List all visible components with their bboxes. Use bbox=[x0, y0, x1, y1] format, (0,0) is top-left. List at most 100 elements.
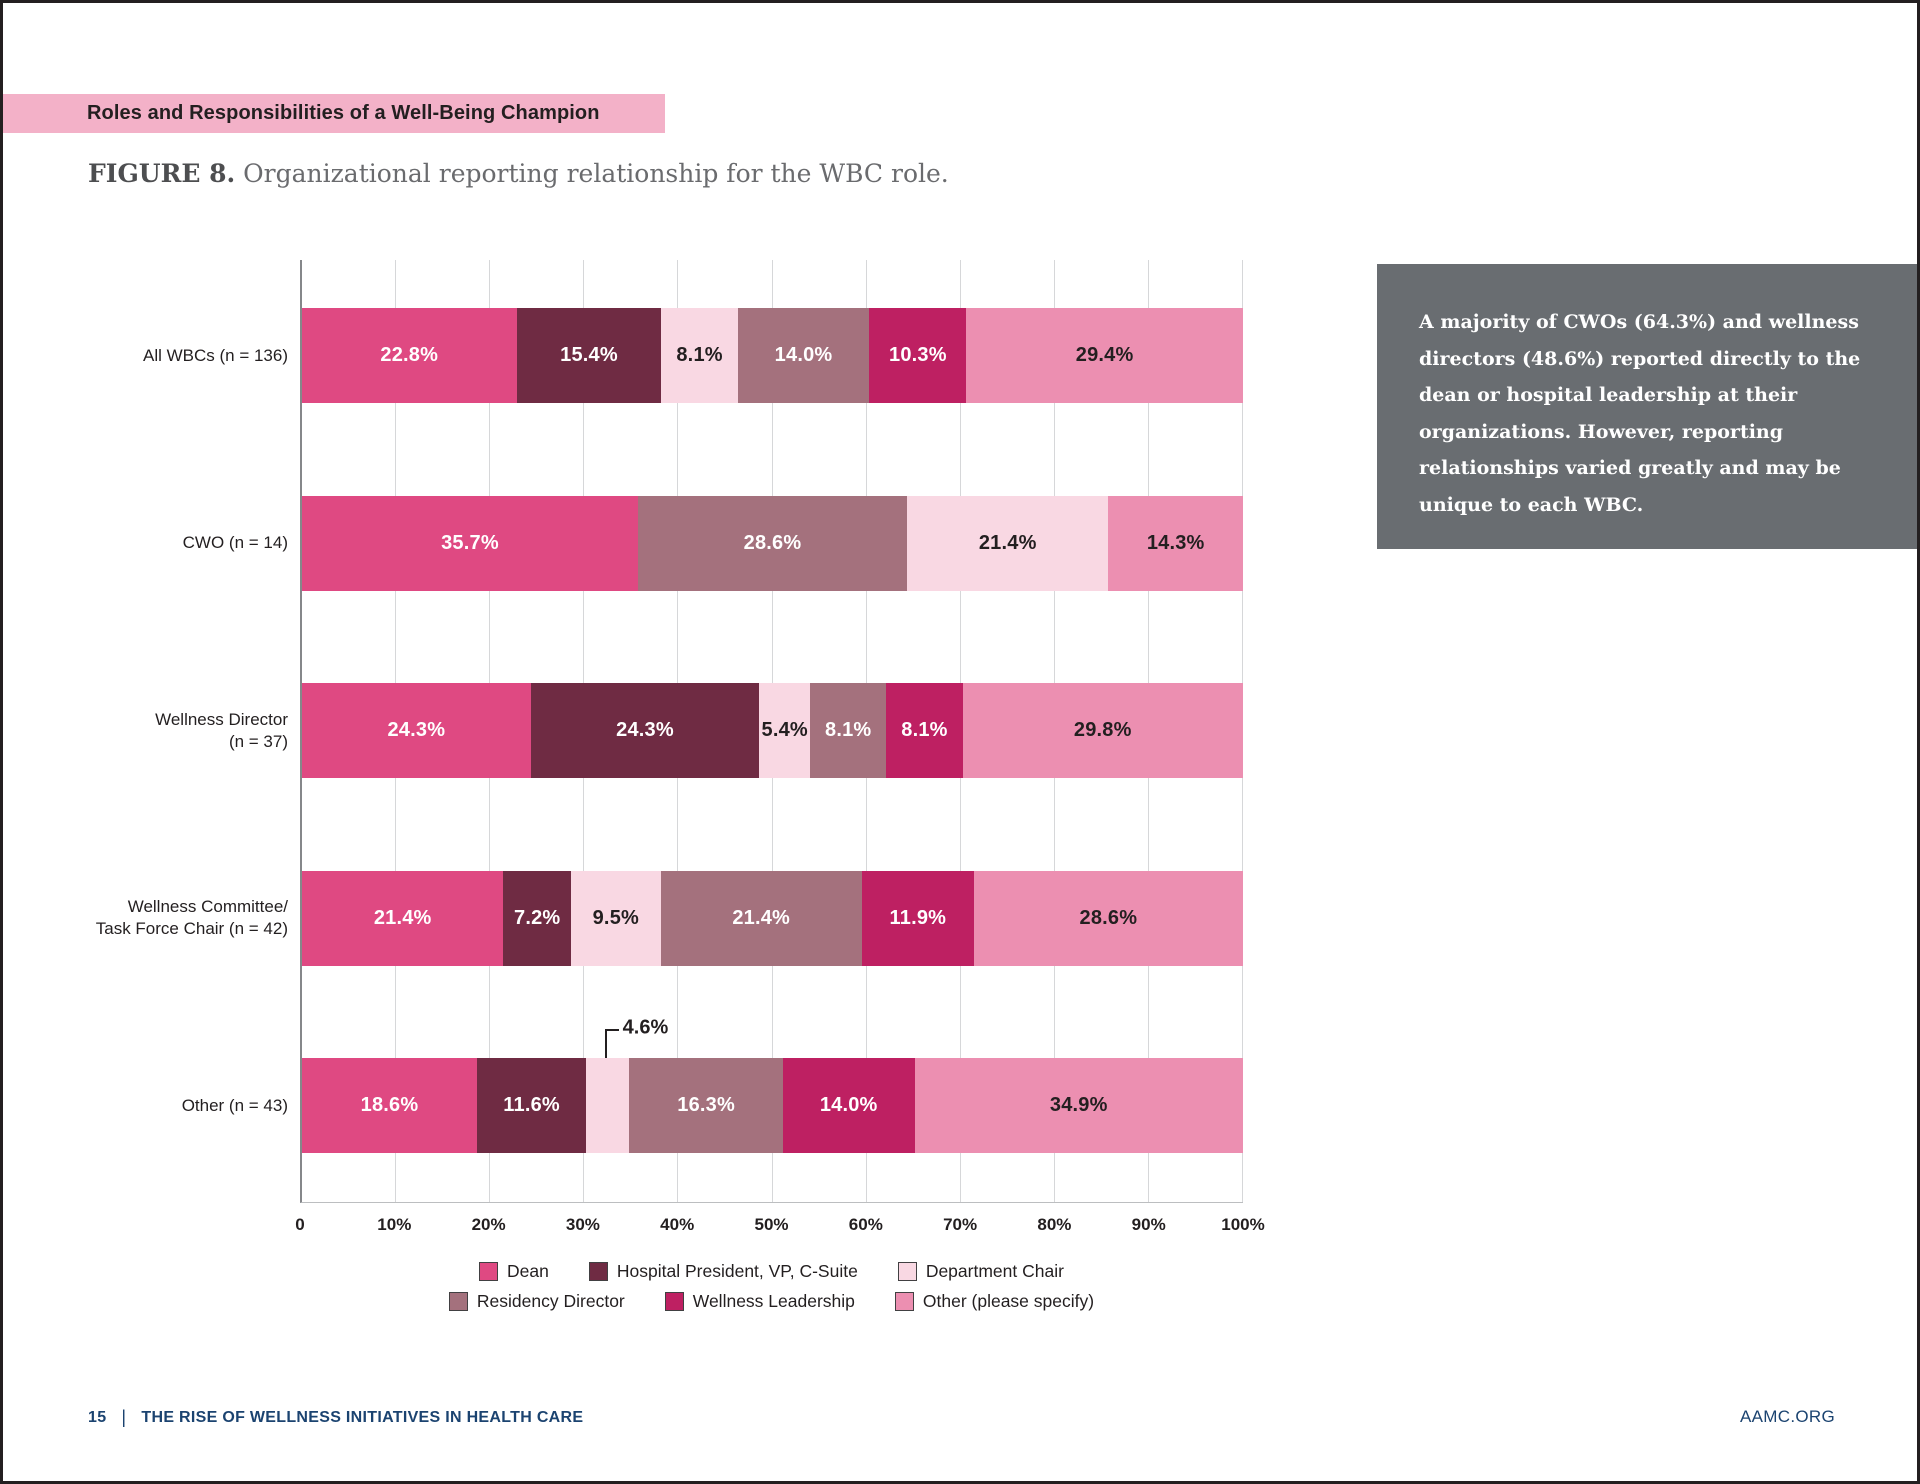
bar-segment: 28.6% bbox=[637, 495, 908, 591]
legend-item: Department Chair bbox=[897, 1261, 1064, 1282]
bar-segment: 9.5% bbox=[571, 870, 661, 966]
bar-segment: 22.8% bbox=[302, 308, 517, 403]
callout-note-box: A majority of CWOs (64.3%) and wellness … bbox=[1377, 264, 1917, 549]
segment-value-label: 15.4% bbox=[560, 344, 618, 366]
bar-segment: 29.8% bbox=[962, 683, 1243, 778]
bar-segment: 34.9% bbox=[914, 1058, 1243, 1153]
legend-label: Hospital President, VP, C-Suite bbox=[616, 1261, 858, 1281]
segment-value-label: 14.3% bbox=[1146, 531, 1205, 554]
segment-value-label: 35.7% bbox=[441, 531, 499, 554]
legend-item: Dean bbox=[479, 1261, 549, 1282]
page-number: 15 bbox=[88, 1408, 107, 1426]
bar-segment: 18.6% bbox=[302, 1058, 478, 1153]
legend-swatch bbox=[897, 1262, 917, 1281]
x-tick-label: 50% bbox=[754, 1215, 789, 1234]
figure-number-label: FIGURE 8. bbox=[88, 159, 236, 188]
legend-item: Residency Director bbox=[448, 1291, 625, 1312]
legend-row: Dean Hospital President, VP, C-Suite Depar… bbox=[250, 1261, 1293, 1282]
bar-segment: 7.2% bbox=[503, 870, 572, 966]
segment-value-label: 11.9% bbox=[889, 906, 947, 929]
bar-row-4: Other (n = 43) 18.6% 11.6% 16.3% 14.0% 34.9% bbox=[182, 1058, 1243, 1153]
segment-value-label: 14.0% bbox=[819, 1094, 878, 1116]
bar-segment: 24.3% bbox=[302, 683, 531, 778]
chart-legend: Dean Hospital President, VP, C-Suite Depar… bbox=[250, 1261, 1293, 1321]
legend-label: Dean bbox=[507, 1261, 549, 1281]
section-banner: Roles and Responsibilities of a Well-Bei… bbox=[3, 94, 665, 133]
bar-segment: 21.4% bbox=[302, 870, 504, 966]
segment-value-label: 7.2% bbox=[514, 906, 561, 929]
segment-value-label: 24.3% bbox=[616, 719, 674, 741]
segment-value-label: 8.1% bbox=[825, 719, 872, 741]
x-tick-label: 70% bbox=[943, 1215, 978, 1234]
bar-segment bbox=[586, 1058, 630, 1153]
legend-row: Residency Director Wellness Leadership Oth… bbox=[250, 1291, 1293, 1312]
legend-swatch bbox=[588, 1262, 608, 1281]
bar-segment: 14.0% bbox=[782, 1058, 915, 1153]
callout-bracket-line bbox=[604, 1029, 619, 1058]
bar-row-0: All WBCs (n = 136) 22.8% 15.4% 8.1% 14.0% 10.… bbox=[143, 308, 1243, 403]
segment-value-label: 9.5% bbox=[592, 906, 639, 929]
segment-value-label: 21.4% bbox=[732, 906, 791, 929]
legend-item: Hospital President, VP, C-Suite bbox=[588, 1261, 858, 1282]
plot-area: All WBCs (n = 136) 22.8% 15.4% 8.1% 14.0% 10.… bbox=[96, 260, 1243, 1203]
bar-segment: 29.4% bbox=[966, 308, 1243, 403]
segment-value-label: 16.3% bbox=[677, 1094, 735, 1116]
bar-segment: 21.4% bbox=[907, 495, 1109, 591]
bar-segment: 8.1% bbox=[661, 308, 738, 403]
x-tick-label: 100% bbox=[1221, 1215, 1265, 1234]
bar-segment: 24.3% bbox=[530, 683, 760, 778]
bar-segment: 10.3% bbox=[869, 308, 967, 403]
segment-value-label: 28.6% bbox=[1079, 906, 1138, 929]
legend-swatch bbox=[448, 1292, 468, 1311]
bar-segment: 5.4% bbox=[759, 683, 811, 778]
footer-left: 15 | THE RISE OF WELLNESS INITIATIVES IN… bbox=[88, 1407, 583, 1428]
segment-value-label: 18.6% bbox=[360, 1094, 419, 1116]
bar-segment: 8.1% bbox=[886, 683, 963, 778]
x-tick-label: 10% bbox=[377, 1215, 412, 1234]
callout-note-text: A majority of CWOs (64.3%) and wellness … bbox=[1419, 311, 1861, 516]
bar-segment: 11.6% bbox=[477, 1058, 587, 1153]
x-tick-label: 90% bbox=[1131, 1215, 1166, 1234]
figure-title: FIGURE 8. Organizational reporting relat… bbox=[88, 159, 949, 188]
segment-value-label: 11.6% bbox=[503, 1094, 560, 1116]
bar-row-2: Wellness Director (n = 37) 24.3% 24.3% 5.4%… bbox=[155, 683, 1243, 778]
bar-segment: 21.4% bbox=[660, 870, 862, 966]
legend-swatch bbox=[479, 1262, 499, 1281]
segment-value-label: 34.9% bbox=[1049, 1094, 1108, 1116]
bar-segment: 14.3% bbox=[1108, 495, 1243, 591]
bar-segment: 15.4% bbox=[516, 308, 662, 403]
bar-row-1: CWO (n = 14) 35.7% 28.6% 21.4% 14.3% bbox=[183, 495, 1243, 591]
footer-separator: | bbox=[121, 1407, 127, 1427]
segment-value-label: 29.8% bbox=[1073, 719, 1132, 741]
footer-website-link: AAMC.ORG bbox=[1740, 1407, 1835, 1426]
legend-label: Wellness Leadership bbox=[692, 1291, 855, 1311]
x-tick-label: 0 bbox=[295, 1215, 305, 1234]
segment-value-label: 21.4% bbox=[978, 531, 1037, 554]
segment-value-label: 21.4% bbox=[373, 906, 432, 929]
x-tick-label: 60% bbox=[848, 1215, 883, 1234]
callout-value-label: 4.6% bbox=[622, 1016, 669, 1039]
x-tick-label: 80% bbox=[1037, 1215, 1072, 1234]
x-tick-label: 20% bbox=[471, 1215, 506, 1234]
x-tick-label: 40% bbox=[660, 1215, 695, 1234]
section-banner-label: Roles and Responsibilities of a Well-Bei… bbox=[87, 102, 600, 124]
segment-value-label: 29.4% bbox=[1075, 344, 1134, 366]
legend-label: Residency Director bbox=[476, 1291, 625, 1311]
segment-value-label: 22.8% bbox=[380, 344, 439, 366]
legend-label: Department Chair bbox=[925, 1261, 1064, 1281]
legend-label: Other (please specify) bbox=[922, 1291, 1095, 1311]
segment-value-label: 24.3% bbox=[387, 719, 446, 741]
segment-value-label: 5.4% bbox=[761, 719, 808, 741]
segment-value-label: 10.3% bbox=[889, 344, 947, 366]
bar-segment: 11.9% bbox=[861, 870, 974, 966]
legend-swatch bbox=[664, 1292, 684, 1311]
bar-row-3: Wellness Committee/ Task Force Chair (n … bbox=[96, 870, 1243, 966]
segment-value-label: 8.1% bbox=[676, 344, 723, 366]
x-tick-label: 30% bbox=[565, 1215, 600, 1234]
row-label: Wellness Committee/ Task Force Chair (n … bbox=[95, 897, 288, 938]
bar-segment: 28.6% bbox=[973, 870, 1243, 966]
legend-item: Other (please specify) bbox=[894, 1291, 1095, 1312]
legend-swatch bbox=[894, 1292, 914, 1311]
bar-segment: 35.7% bbox=[302, 495, 638, 591]
